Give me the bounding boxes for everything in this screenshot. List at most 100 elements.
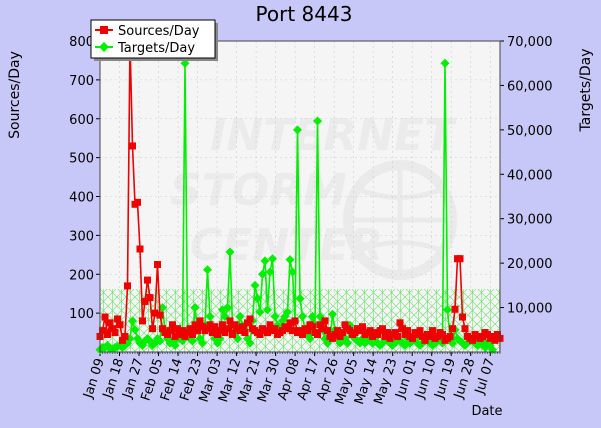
left-axis-ticks: 100 200 300 400 500 600 700 800: [69, 35, 100, 322]
data-point-sources: [334, 327, 341, 335]
data-point-targets: [258, 269, 267, 279]
data-point-sources: [366, 327, 374, 335]
data-point-sources: [206, 321, 214, 329]
data-point-sources: [416, 327, 424, 335]
chart-title: Port 8443: [256, 2, 353, 26]
data-point-sources: [421, 336, 429, 344]
data-point-targets: [313, 116, 322, 126]
right-tick-label: 70,000: [507, 35, 553, 50]
left-tick-label: 700: [69, 74, 94, 89]
right-tick-label: 40,000: [507, 168, 553, 183]
left-tick-label: 100: [69, 307, 94, 322]
data-point-targets: [263, 305, 272, 315]
data-point-sources: [359, 323, 366, 331]
data-point-sources: [339, 329, 346, 337]
data-point-sources: [451, 305, 459, 313]
data-point-targets: [128, 316, 137, 326]
right-axis-ticks: 10,000 20,000 30,000 40,000 50,000 60,000 70,0…: [500, 35, 553, 317]
data-point-sources: [279, 327, 286, 335]
data-point-sources: [146, 294, 154, 302]
left-tick-label: 400: [69, 191, 94, 206]
data-point-targets: [198, 338, 207, 348]
legend-item-targets: Targets/Day: [95, 41, 195, 56]
data-point-sources: [409, 334, 416, 342]
data-point-targets: [295, 294, 305, 304]
data-point-sources: [154, 261, 161, 269]
data-point-sources: [181, 332, 189, 340]
data-point-sources: [176, 331, 184, 339]
data-point-sources: [331, 331, 339, 339]
legend-item-sources: Sources/Day: [95, 24, 200, 39]
data-point-sources: [121, 332, 129, 340]
left-tick-label: 800: [69, 35, 94, 50]
data-point-sources: [434, 332, 441, 340]
data-point-sources: [369, 332, 376, 340]
data-point-sources: [114, 315, 121, 323]
right-tick-label: 10,000: [507, 302, 553, 317]
data-point-sources: [136, 245, 144, 253]
data-point-sources: [296, 327, 304, 335]
data-point-sources: [456, 255, 464, 263]
data-point-sources: [211, 323, 219, 331]
left-tick-label: 200: [69, 268, 94, 283]
data-point-sources: [291, 317, 299, 325]
data-point-sources: [191, 321, 199, 329]
data-point-sources: [141, 297, 149, 305]
data-point-sources: [101, 313, 109, 321]
data-point-targets: [288, 267, 297, 277]
data-point-sources: [244, 319, 251, 327]
data-point-targets: [250, 280, 260, 290]
data-point-sources: [379, 325, 386, 333]
data-point-sources: [216, 327, 224, 335]
data-point-sources: [439, 331, 446, 339]
data-point-sources: [184, 329, 191, 337]
data-point-targets: [155, 336, 165, 346]
data-point-targets: [265, 267, 275, 277]
data-point-targets: [308, 311, 317, 321]
data-point-sources: [384, 329, 391, 337]
left-tick-label: 600: [69, 113, 94, 128]
right-axis-label: Targets/Day: [578, 49, 594, 133]
data-point-sources: [171, 332, 179, 340]
data-point-sources: [414, 331, 421, 339]
data-point-sources: [119, 336, 126, 344]
data-point-sources: [271, 325, 279, 333]
data-point-targets: [443, 305, 452, 315]
data-point-sources: [194, 327, 201, 335]
data-point-sources: [111, 329, 119, 337]
data-point-sources: [174, 325, 181, 333]
data-point-sources: [489, 332, 496, 340]
data-point-sources: [479, 332, 486, 340]
data-point-sources: [151, 309, 159, 317]
data-point-sources: [324, 327, 331, 335]
data-point-sources: [239, 323, 246, 331]
data-point-targets: [253, 294, 262, 304]
data-point-targets: [268, 254, 277, 264]
data-point-targets: [343, 338, 352, 348]
legend-label-sources: Sources/Day: [118, 24, 200, 39]
data-point-sources: [399, 325, 406, 333]
legend-label-targets: Targets/Day: [117, 41, 195, 56]
data-point-sources: [426, 332, 434, 340]
data-point-targets: [190, 303, 200, 313]
data-point-sources: [199, 323, 206, 331]
right-tick-label: 60,000: [507, 79, 553, 94]
data-point-targets: [285, 255, 295, 265]
data-point-targets: [270, 311, 280, 321]
data-point-sources: [214, 331, 221, 339]
svg-text:STORM: STORM: [170, 165, 347, 216]
data-point-sources: [246, 315, 254, 323]
data-point-sources: [469, 336, 476, 344]
data-point-sources: [346, 327, 354, 335]
data-point-sources: [129, 142, 136, 150]
data-point-sources: [491, 336, 499, 344]
data-point-targets: [130, 325, 140, 335]
data-point-sources: [124, 282, 131, 290]
data-point-sources: [134, 198, 141, 206]
x-axis-label: Date: [471, 404, 502, 419]
legend: Sources/Day Targets/Day: [90, 19, 218, 61]
data-point-sources: [99, 327, 106, 335]
data-point-sources: [104, 331, 111, 339]
data-point-sources: [179, 327, 186, 335]
data-point-sources: [316, 321, 324, 329]
